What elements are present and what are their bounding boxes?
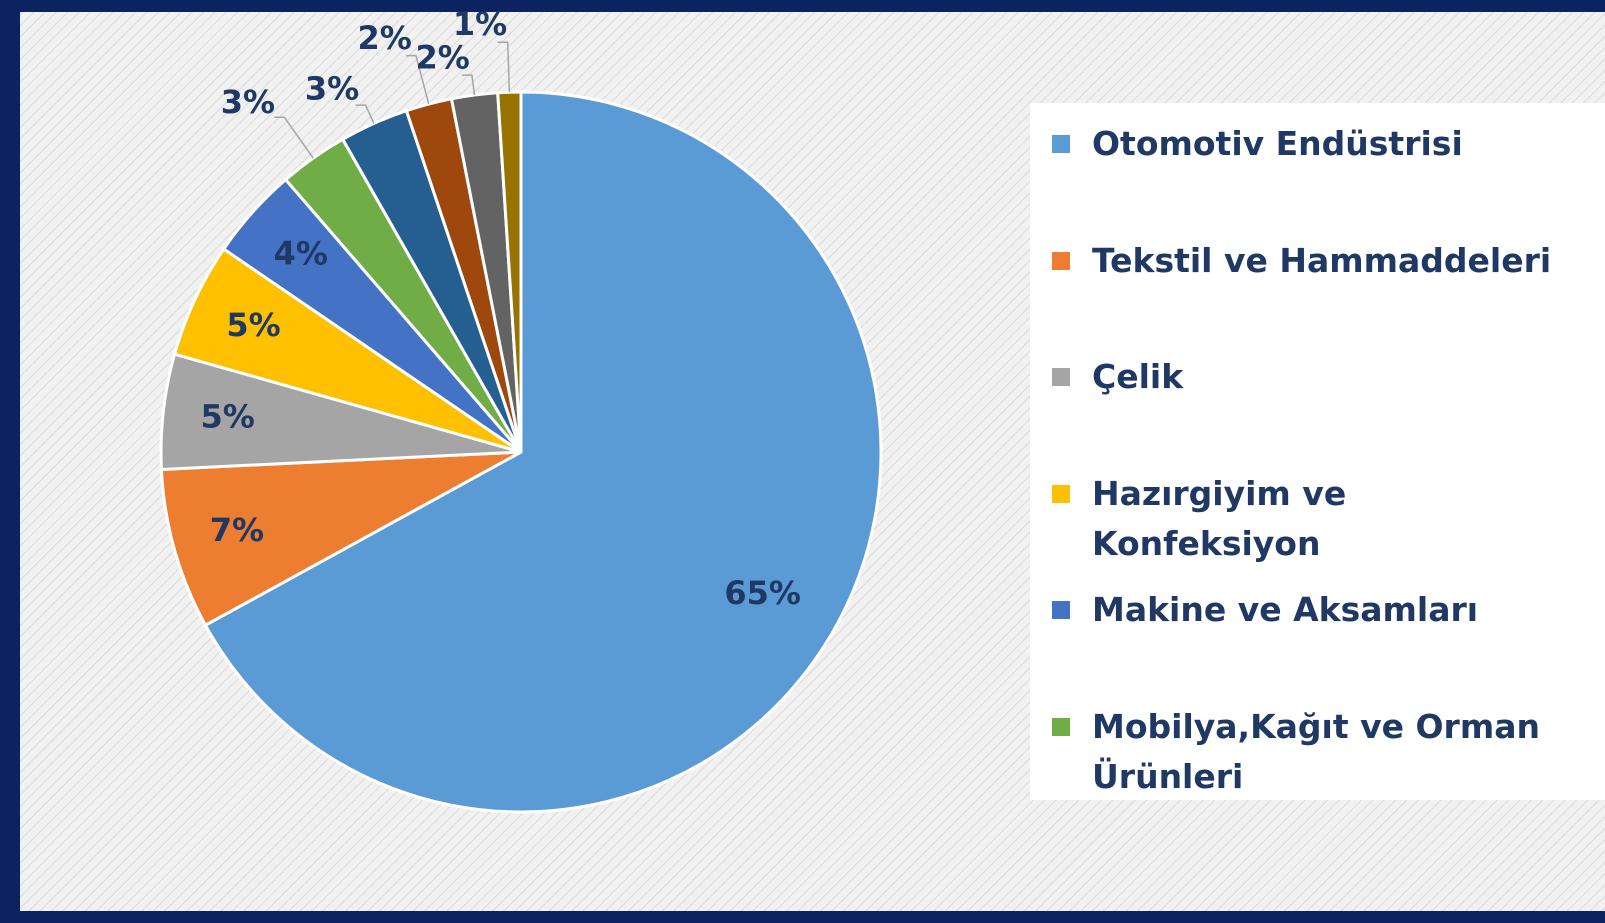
leader-line xyxy=(497,41,511,93)
data-label: 3% xyxy=(221,83,275,121)
data-label: 2% xyxy=(416,38,470,76)
legend-swatch xyxy=(1052,484,1070,503)
legend-label: Çelik xyxy=(1092,357,1184,396)
data-label: 1% xyxy=(453,5,507,43)
legend-swatch xyxy=(1052,717,1070,736)
leader-line xyxy=(274,116,314,159)
leader-line xyxy=(355,104,375,124)
legend-item: Hazırgiyim ve Konfeksiyon xyxy=(1030,463,1605,580)
legend-label: Tekstil ve Hammaddeleri xyxy=(1092,240,1552,280)
legend-label: Mobilya,Kağıt ve Orman Ürünleri xyxy=(1092,706,1540,796)
data-label: 5% xyxy=(226,306,280,344)
legend-item: Tekstil ve Hammaddeleri xyxy=(1030,230,1605,347)
leader-line xyxy=(461,74,476,96)
legend-label: Makine ve Aksamları xyxy=(1092,590,1479,629)
data-label: 5% xyxy=(201,398,255,436)
legend-swatch xyxy=(1052,251,1070,270)
legend-swatch xyxy=(1052,135,1070,153)
leader-line xyxy=(405,54,430,105)
pie-slice xyxy=(203,90,883,814)
legend-swatch xyxy=(1052,601,1070,619)
legend: Otomotiv Endüstrisi Tekstil ve Hammaddele… xyxy=(1030,103,1605,800)
legend-item: Makine ve Aksamları xyxy=(1030,579,1605,696)
data-label: 65% xyxy=(724,574,801,612)
legend-item: Çelik xyxy=(1030,346,1605,463)
legend-item: Mobilya,Kağıt ve Orman Ürünleri xyxy=(1030,696,1605,813)
legend-item: Otomotiv Endüstrisi xyxy=(1030,113,1605,230)
pie-slice xyxy=(159,450,522,628)
legend-swatch xyxy=(1052,368,1070,386)
data-label: 3% xyxy=(305,70,359,108)
data-label: 7% xyxy=(210,511,264,549)
legend-label: Otomotiv Endüstrisi xyxy=(1092,124,1463,163)
legend-label: Hazırgiyim ve Konfeksiyon xyxy=(1092,473,1347,563)
data-label: 4% xyxy=(274,234,328,272)
data-label: 2% xyxy=(358,19,412,57)
